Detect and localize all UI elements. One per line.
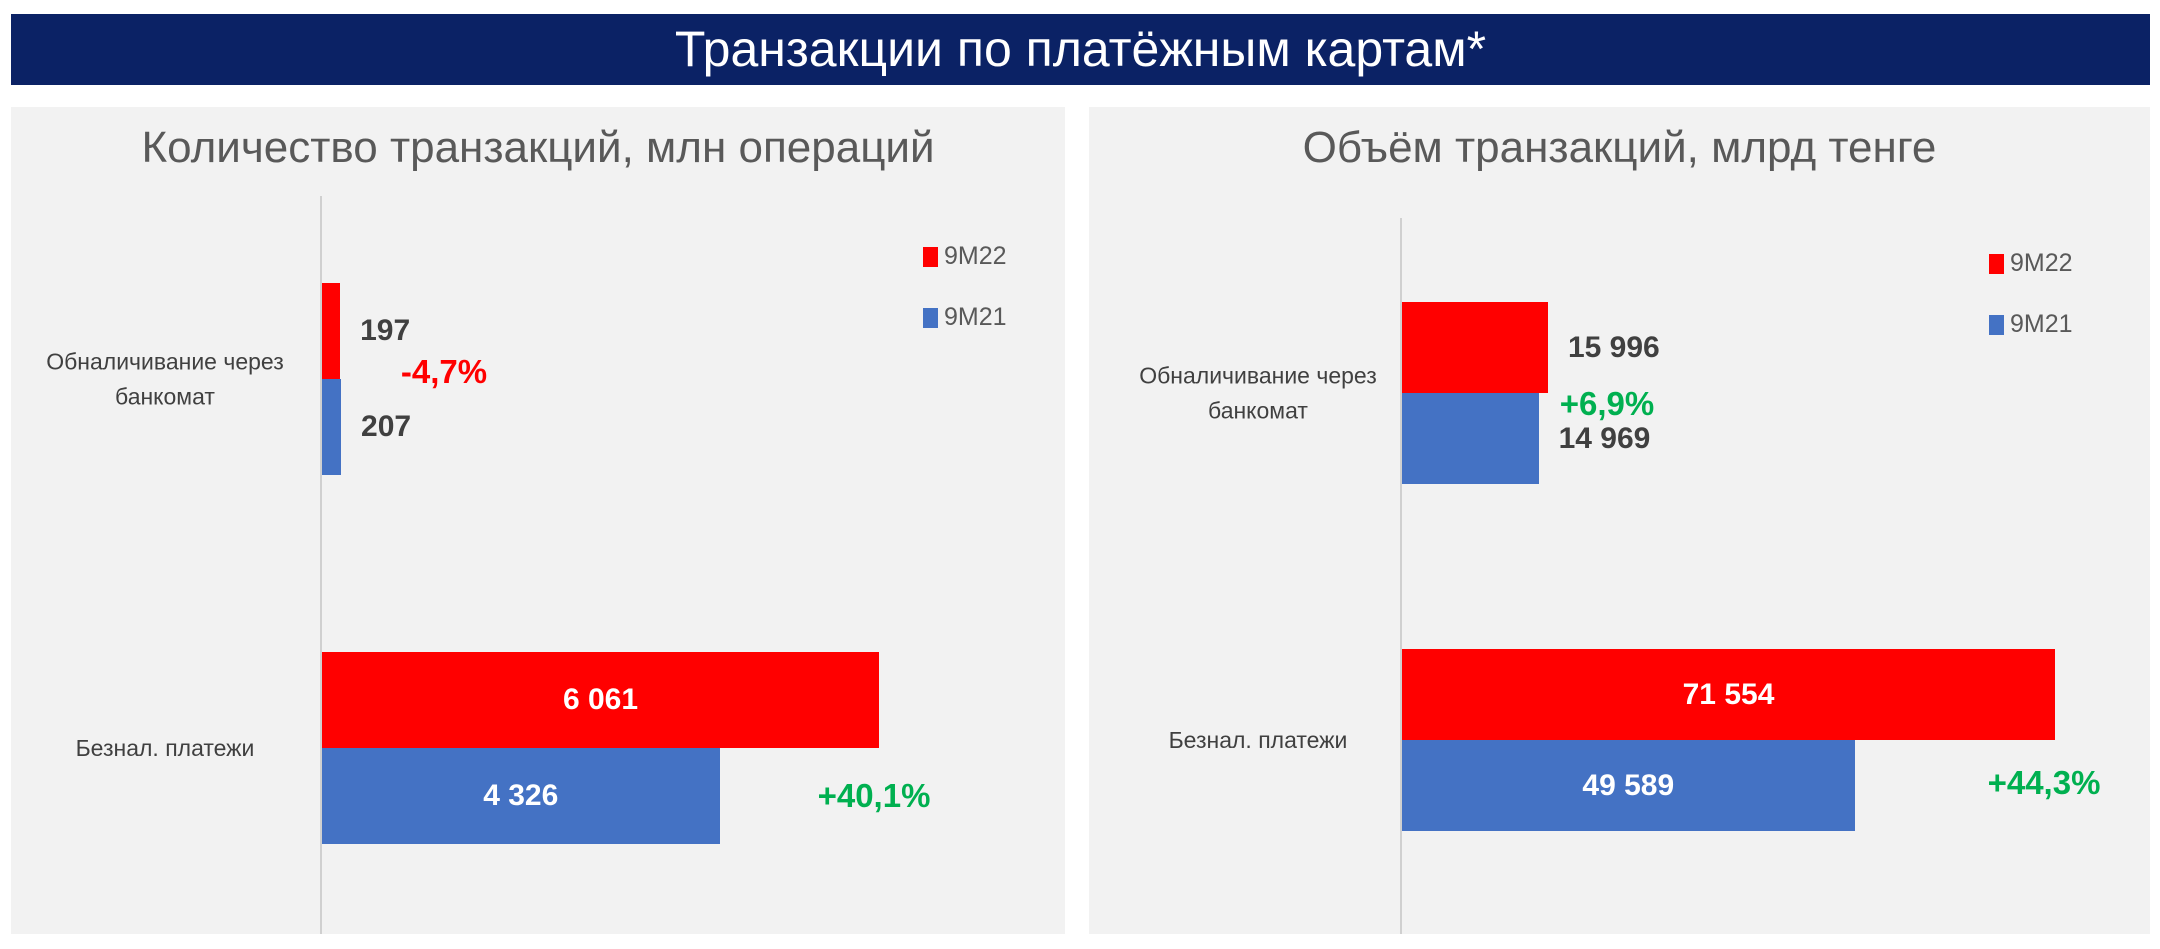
axis-line [320,196,322,934]
legend-label: 9M22 [944,242,1007,270]
category-label: Безнал. платежи [1168,726,1348,753]
legend-item: 9M21 [1989,310,2073,339]
legend-item: 9M22 [1989,249,2073,278]
legend-item: 9M21 [923,303,1007,332]
chart-title: Количество транзакций, млн операций [141,123,935,172]
bar [322,748,720,844]
annotation: -4,7% [400,353,488,390]
legend-item: 9M22 [923,242,1007,271]
category-label: Обналичивание через банкомат [46,348,284,410]
chart-panel: Объём транзакций, млрд тенге Обналичивани… [1089,107,2150,934]
legend-label: 9M21 [944,303,1007,331]
page-title: Транзакции по платёжным картам* [11,14,2150,85]
legend-swatch [1989,253,2004,274]
value-label: 207 [361,410,412,443]
legend-swatch [923,307,938,328]
bar [322,379,342,475]
value-label: 15 996 [1567,330,1660,364]
annotation: +6,9% [1559,385,1655,422]
legend-label: 9M21 [2010,310,2073,338]
value-label: 4 326 [483,779,559,812]
bar [1402,302,1548,393]
value-label: 49 589 [1582,768,1675,802]
axis-line [1400,218,1402,934]
annotation: +40,1% [817,777,931,814]
bar [322,283,341,379]
value-label: 71 554 [1682,677,1775,711]
category-label: Обналичивание через банкомат [1139,362,1377,424]
chart-panel: Количество транзакций, млн операций Обнал… [11,107,1065,934]
bar [1402,393,1539,484]
legend-swatch [1989,314,2004,335]
category-label: Безнал. платежи [75,734,255,761]
value-label: 14 969 [1558,421,1651,455]
annotation: +44,3% [1987,764,2101,801]
bar [1402,740,1855,831]
chart-title: Объём транзакций, млрд тенге [1302,123,1937,172]
bar [322,652,879,748]
value-label: 6 061 [562,683,639,716]
bar [1402,649,2055,740]
value-label: 197 [360,314,411,347]
legend-label: 9M22 [2010,249,2073,277]
legend-swatch [923,246,938,267]
